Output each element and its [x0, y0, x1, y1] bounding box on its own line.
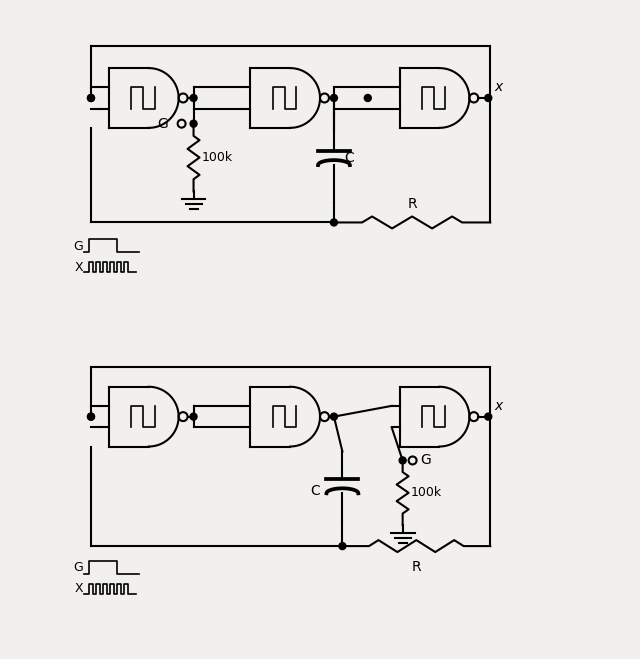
Text: R: R [412, 560, 421, 574]
Circle shape [330, 94, 337, 101]
Text: x: x [494, 80, 502, 94]
Text: X: X [74, 583, 83, 595]
Circle shape [190, 120, 197, 127]
Text: 100k: 100k [411, 486, 442, 500]
Circle shape [88, 413, 95, 420]
Text: X: X [74, 261, 83, 273]
Text: C: C [344, 151, 354, 165]
Text: G: G [74, 240, 83, 253]
Text: C: C [311, 484, 321, 498]
Circle shape [190, 413, 197, 420]
Circle shape [88, 413, 95, 420]
Text: x: x [494, 399, 502, 413]
Circle shape [484, 413, 492, 420]
Circle shape [88, 94, 95, 101]
Circle shape [484, 94, 492, 101]
Circle shape [330, 219, 337, 226]
Text: G: G [420, 453, 431, 467]
Text: G: G [74, 561, 83, 575]
Text: 100k: 100k [202, 151, 233, 164]
Circle shape [190, 94, 197, 101]
Text: R: R [407, 196, 417, 210]
Circle shape [399, 457, 406, 464]
Circle shape [330, 413, 337, 420]
Circle shape [339, 542, 346, 550]
Circle shape [88, 94, 95, 101]
Circle shape [364, 94, 371, 101]
Text: G: G [157, 117, 168, 130]
